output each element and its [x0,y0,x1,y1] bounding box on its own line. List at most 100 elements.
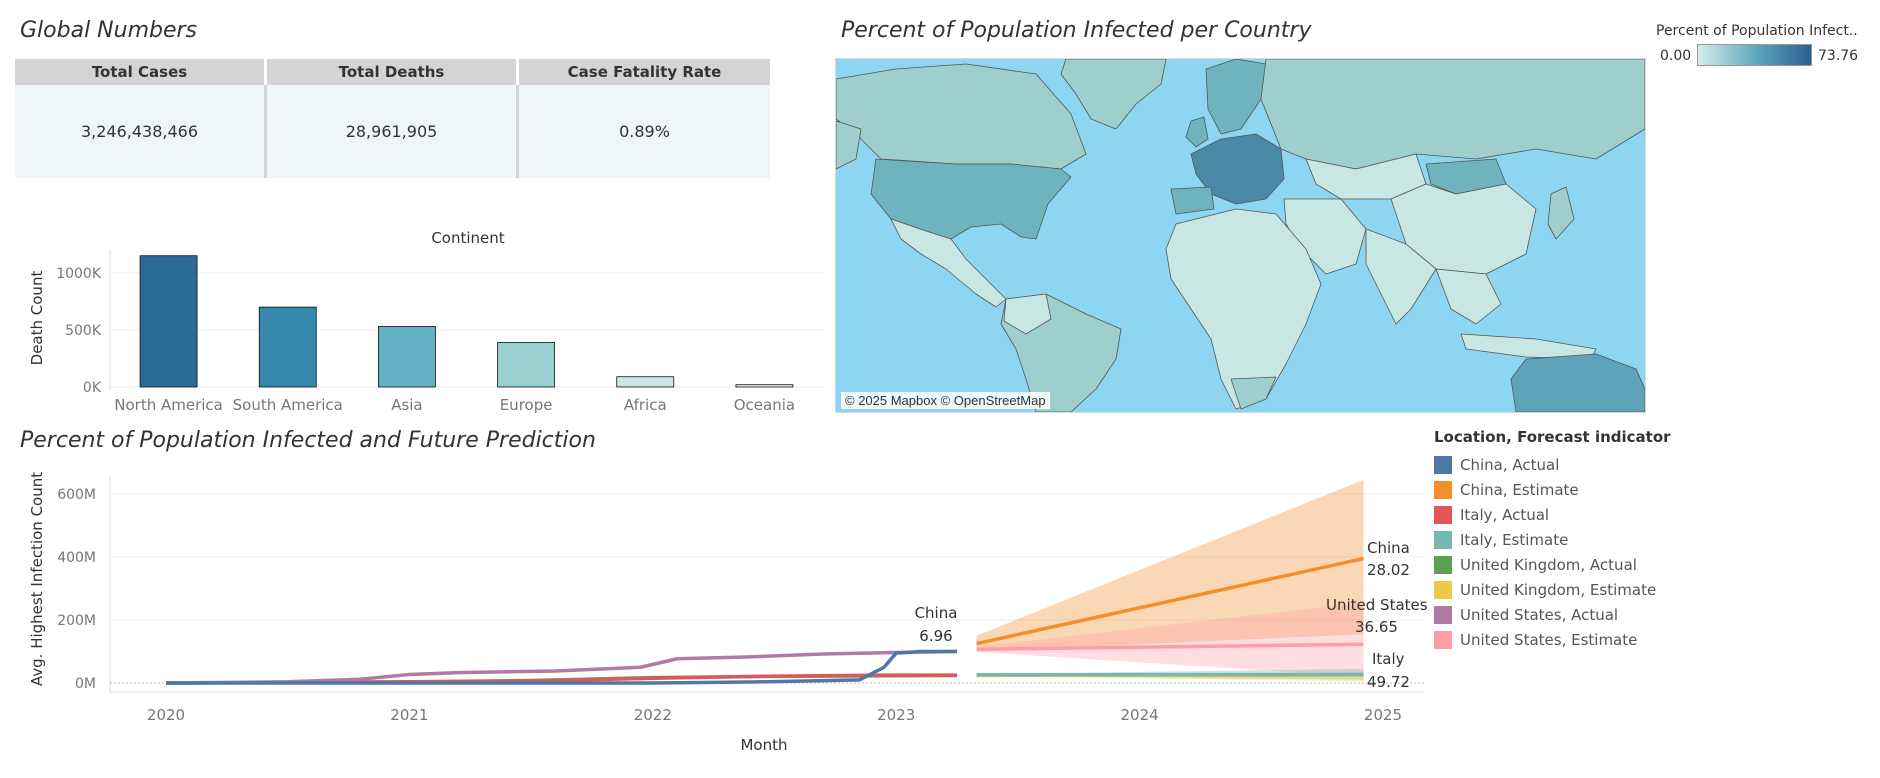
line-y-tick-label: 600M [57,487,96,503]
map-region-india[interactable] [1365,228,1437,325]
line-x-axis-label: Month [740,736,787,754]
line-y-tick-label: 400M [57,550,96,566]
series-china-actual[interactable] [166,649,958,685]
legend-label: China, Estimate [1460,480,1579,499]
line-y-tick-label: 200M [57,613,96,629]
line-x-tick-label: 2023 [877,706,915,724]
legend-label: United States, Actual [1460,605,1619,624]
legend-item[interactable]: Italy, Estimate [1434,527,1671,552]
map-region-canada[interactable] [836,63,1087,170]
bar-africa[interactable] [616,376,675,388]
map-region-alaska[interactable] [836,120,862,170]
bar-y-axis-label: Death Count [28,271,46,366]
legend-label: Italy, Actual [1460,505,1550,524]
map-region-australia[interactable] [1510,353,1645,412]
bar-oceania[interactable] [735,384,794,388]
map-title: Percent of Population Infected per Count… [841,18,1312,43]
series-united-states-actual[interactable] [165,649,958,685]
legend-swatch [1434,605,1452,624]
legend-item[interactable]: United States, Estimate [1434,627,1671,652]
bar-x-tick-label: Oceania [734,396,795,414]
annotation-china-value: 6.96 [919,627,952,645]
map-region-japan[interactable] [1547,186,1575,240]
world-map[interactable]: © 2025 Mapbox © OpenStreetMap [835,58,1646,413]
map-region-mexico[interactable] [890,218,1007,308]
legend-swatch [1434,630,1452,649]
legend-swatch [1434,580,1452,599]
bar-x-tick-label: Asia [391,396,422,414]
kpi-value: 28,961,905 [267,85,516,178]
map-canvas [836,59,1645,412]
map-region-russia[interactable] [1260,59,1645,170]
kpi-divider [264,59,267,85]
line-x-tick-label: 2025 [1364,706,1402,724]
legend-item[interactable]: Italy, Actual [1434,502,1671,527]
legend-item[interactable]: United States, Actual [1434,602,1671,627]
legend-item[interactable]: China, Actual [1434,452,1671,477]
map-region-colombia[interactable] [1003,293,1052,335]
death-count-bar-chart: Continent Death Count North America South… [28,229,825,414]
annotation-china-forecast-label: China [1367,539,1410,557]
legend-swatch [1434,530,1452,549]
series-china-estimate[interactable] [976,556,1364,646]
colorbar-title: Percent of Population Infect.. [1656,23,1858,39]
colorbar-gradient [1697,44,1812,66]
map-region-iberia[interactable] [1170,186,1215,215]
forecast-band-china-estimate [976,479,1364,652]
bar-x-tick-label: North America [114,396,223,414]
bar-x-tick-label: Africa [624,396,667,414]
bar-asia[interactable] [378,326,436,388]
kpi-total-deaths[interactable]: Total Deaths 28,961,905 [267,59,516,178]
legend-swatch [1434,455,1452,474]
kpi-case-fatality-rate[interactable]: Case Fatality Rate 0.89% [519,59,770,178]
kpi-divider [516,59,519,85]
legend-item[interactable]: United Kingdom, Actual [1434,552,1671,577]
map-region-uk[interactable] [1185,116,1209,148]
kpi-value: 3,246,438,466 [15,85,264,178]
kpi-header: Total Cases [15,59,264,85]
bar-europe[interactable] [497,342,555,388]
line-x-tick-label: 2021 [390,706,428,724]
kpi-table: Total Cases 3,246,438,466 Total Deaths 2… [15,59,770,178]
bar-x-tick-label: South America [233,396,343,414]
forecast-title: Percent of Population Infected and Futur… [20,428,596,453]
line-x-tick-label: 2022 [634,706,672,724]
global-numbers-title: Global Numbers [20,18,198,43]
kpi-divider [516,85,519,178]
map-attribution[interactable]: © 2025 Mapbox © OpenStreetMap [841,392,1050,409]
annotation-italy-value: 49.72 [1367,673,1410,691]
forecast-legend: Location, Forecast indicator China, Actu… [1434,428,1671,652]
annotation-italy-label: Italy [1372,650,1405,668]
kpi-value: 0.89% [519,85,770,178]
kpi-header: Total Deaths [267,59,516,85]
bar-chart-title: Continent [431,229,504,247]
bar-south-america[interactable] [258,306,317,388]
legend-label: China, Actual [1460,455,1560,474]
legend-item[interactable]: China, Estimate [1434,477,1671,502]
legend-label: Italy, Estimate [1460,530,1569,549]
legend-swatch [1434,480,1452,499]
line-y-tick-label: 0M [75,676,96,692]
annotation-china-forecast-value: 28.02 [1367,561,1410,579]
bar-north-america[interactable] [139,255,198,388]
legend-swatch [1434,555,1452,574]
line-y-axis-label: Avg. Highest Infection Count [28,472,46,686]
annotation-china-label: China [915,604,958,622]
legend-label: United Kingdom, Estimate [1460,580,1657,599]
map-region-west-europe[interactable] [1190,133,1285,205]
map-region-scandinavia[interactable] [1205,59,1267,135]
map-region-south-africa[interactable] [1230,376,1277,410]
legend-swatch [1434,505,1452,524]
map-region-southeast-asia[interactable] [1435,268,1502,325]
map-region-greenland[interactable] [1060,59,1167,130]
legend-label: United States, Estimate [1460,630,1638,649]
legend-label: United Kingdom, Actual [1460,555,1637,574]
line-x-tick-label: 2024 [1121,706,1159,724]
bar-y-tick-label: 0K [83,380,102,396]
kpi-header: Case Fatality Rate [519,59,770,85]
kpi-total-cases[interactable]: Total Cases 3,246,438,466 [15,59,264,178]
bar-y-tick-label: 500K [65,323,102,339]
legend-item[interactable]: United Kingdom, Estimate [1434,577,1671,602]
series-united-states-estimate[interactable] [976,642,1364,652]
colorbar-min: 0.00 [1660,48,1692,64]
